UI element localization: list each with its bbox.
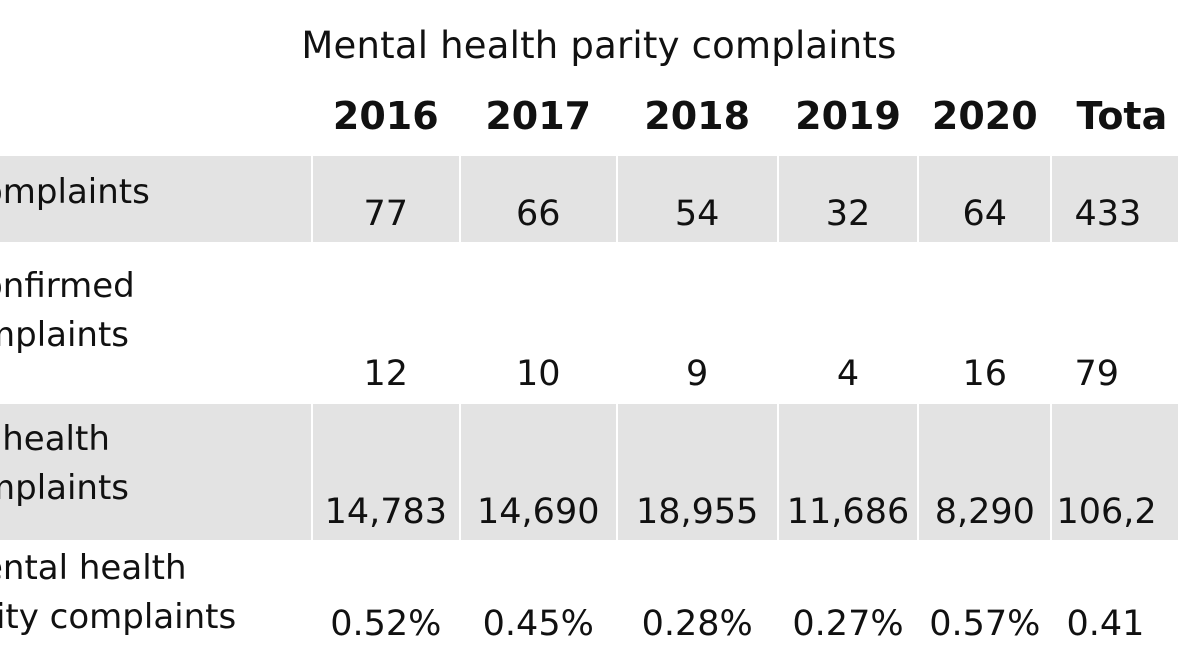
row-label: onfirmed mplaints xyxy=(0,243,313,404)
table-cell: 64 xyxy=(918,155,1053,244)
row-label-line: rity complaints xyxy=(0,597,237,637)
table-cell: 0.57% xyxy=(918,541,1053,654)
header-cell-2016: 2016 xyxy=(311,78,462,156)
table-cell: 8,290 xyxy=(918,403,1053,542)
table-cell: 54 xyxy=(616,155,779,244)
table-cell: 0.41 xyxy=(1051,541,1180,654)
table-cell: 77 xyxy=(311,155,462,244)
table-row: ental health rity complaints 0.52% 0.45%… xyxy=(0,541,1180,654)
table-row: l health mplaints 14,783 14,690 18,955 1… xyxy=(0,403,1180,542)
header-cell-blank xyxy=(0,78,313,156)
table-cell: 32 xyxy=(777,155,920,244)
table-cell: 9 xyxy=(616,243,779,404)
complaints-table: 2016 2017 2018 2019 2020 Tota omplaints … xyxy=(0,78,1180,654)
header-row: 2016 2017 2018 2019 2020 Tota xyxy=(0,78,1180,156)
header-cell-total: Tota xyxy=(1051,78,1180,156)
table-cell: 14,783 xyxy=(311,403,462,542)
header-cell-2018: 2018 xyxy=(616,78,779,156)
table-cell: 0.27% xyxy=(777,541,920,654)
table-row: omplaints 77 66 54 32 64 433 xyxy=(0,155,1180,244)
table-cell: 16 xyxy=(918,243,1053,404)
table-cell: 12 xyxy=(311,243,462,404)
table-cell: 0.52% xyxy=(311,541,462,654)
table-cell: 66 xyxy=(460,155,618,244)
row-label-line: l health xyxy=(0,418,110,459)
table-row: onfirmed mplaints 12 10 9 4 16 79 xyxy=(0,243,1180,404)
table-cell: 4 xyxy=(777,243,920,404)
table-cell: 106,2 xyxy=(1051,403,1180,542)
row-label: omplaints xyxy=(0,155,313,244)
table-cell: 0.28% xyxy=(616,541,779,654)
table-cell: 11,686 xyxy=(777,403,920,542)
row-label-line: onfirmed xyxy=(0,265,135,306)
table-cell: 18,955 xyxy=(616,403,779,542)
row-label-line: ental health xyxy=(0,547,187,588)
header-cell-2020: 2020 xyxy=(918,78,1053,156)
row-label: ental health rity complaints xyxy=(0,541,313,654)
row-label-line: mplaints xyxy=(0,468,130,508)
header-cell-2019: 2019 xyxy=(777,78,920,156)
table-cell: 0.45% xyxy=(460,541,618,654)
row-label: l health mplaints xyxy=(0,403,313,542)
table-cell: 14,690 xyxy=(460,403,618,542)
header-cell-2017: 2017 xyxy=(460,78,618,156)
row-label-line: omplaints xyxy=(0,172,150,213)
chart-title: Mental health parity complaints xyxy=(301,24,897,67)
row-label-line: mplaints xyxy=(0,315,130,355)
table-cell: 10 xyxy=(460,243,618,404)
table-cell: 79 xyxy=(1051,243,1180,404)
table-cell: 433 xyxy=(1051,155,1180,244)
